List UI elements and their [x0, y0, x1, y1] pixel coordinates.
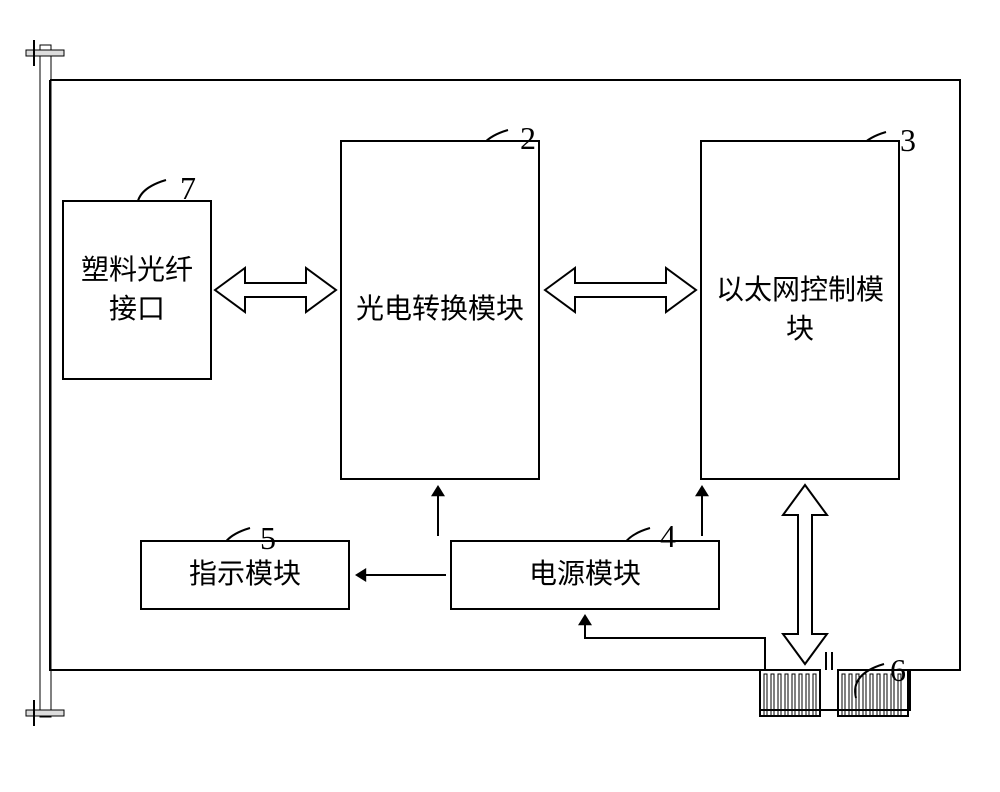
ethernet-box: 以太网控制模块: [700, 140, 900, 480]
label-2: 2: [520, 120, 536, 157]
optoelec-label: 光电转换模块: [356, 290, 524, 329]
label-7: 7: [180, 170, 196, 207]
optoelec-box: 光电转换模块: [340, 140, 540, 480]
label-3: 3: [900, 122, 916, 159]
label-5: 5: [260, 520, 276, 557]
label-4: 4: [660, 518, 676, 555]
fiber-port-box: 塑料光纤接口: [62, 200, 212, 380]
power-box: 电源模块: [450, 540, 720, 610]
fiber-port-label: 塑料光纤接口: [72, 251, 202, 329]
indicator-box: 指示模块: [140, 540, 350, 610]
ethernet-label: 以太网控制模块: [710, 271, 890, 349]
label-6: 6: [890, 652, 906, 689]
indicator-label: 指示模块: [189, 555, 301, 594]
power-label: 电源模块: [529, 555, 641, 594]
